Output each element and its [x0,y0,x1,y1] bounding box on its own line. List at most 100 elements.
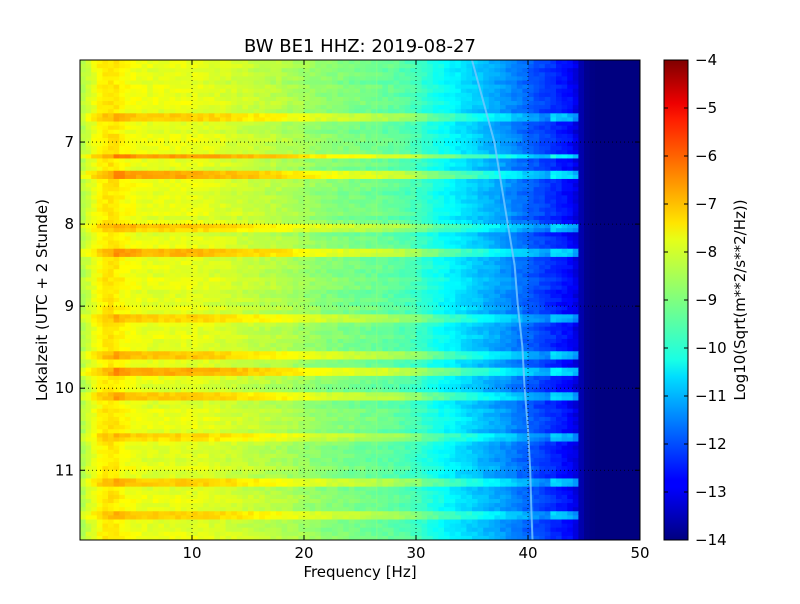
heatmap-cell [623,191,630,196]
heatmap-cell [500,232,507,238]
heatmap-cell [337,154,344,160]
heatmap-cell [332,88,339,94]
heatmap-cell [500,174,507,180]
heatmap-cell [220,228,227,233]
heatmap-cell [169,76,176,82]
heatmap-cell [388,240,395,246]
heatmap-cell [343,248,350,254]
heatmap-cell [421,162,428,168]
heatmap-cell [147,240,154,246]
heatmap-cell [539,256,546,262]
heatmap-cell [332,133,339,139]
heatmap-cell [572,133,579,139]
heatmap-cell [276,224,283,229]
heatmap-cell [91,261,98,266]
heatmap-cell [119,252,126,258]
heatmap-cell [348,137,355,143]
heatmap-cell [276,72,283,78]
heatmap-cell [248,117,255,123]
heatmap-cell [438,224,445,229]
heatmap-cell [124,154,131,160]
heatmap-cell [197,195,204,201]
heatmap-cell [130,154,137,160]
heatmap-cell [623,158,630,164]
heatmap-cell [472,125,479,131]
heatmap-cell [606,68,613,73]
heatmap-cell [236,240,243,246]
heatmap-cell [332,84,339,90]
heatmap-cell [376,215,383,221]
heatmap-cell [130,117,137,123]
heatmap-cell [634,146,640,151]
heatmap-cell [298,137,305,143]
heatmap-cell [208,244,215,250]
heatmap-cell [96,133,103,139]
heatmap-cell [589,125,596,131]
heatmap-cell [253,199,260,205]
heatmap-cell [85,84,92,90]
heatmap-cell [472,84,479,90]
heatmap-cell [360,191,367,196]
heatmap-cell [438,158,445,164]
heatmap-cell [309,162,316,168]
heatmap-cell [600,256,607,262]
heatmap-cell [130,121,137,127]
heatmap-cell [567,240,574,246]
heatmap-cell [281,207,288,213]
heatmap-cell [169,109,176,114]
heatmap-cell [589,170,596,176]
heatmap-cell [550,80,557,86]
heatmap-cell [533,256,540,262]
heatmap-cell [365,92,372,98]
heatmap-cell [304,244,311,250]
heatmap-cell [371,240,378,246]
heatmap-cell [421,183,428,188]
heatmap-cell [382,203,389,209]
heatmap-cell [96,76,103,82]
heatmap-cell [287,101,294,106]
heatmap-cell [343,183,350,188]
heatmap-cell [326,150,333,155]
heatmap-cell [550,191,557,196]
heatmap-cell [304,203,311,209]
heatmap-cell [220,150,227,155]
heatmap-cell [102,211,109,217]
heatmap-cell [544,256,551,262]
heatmap-cell [623,68,630,73]
heatmap-cell [533,203,540,209]
heatmap-cell [612,170,619,176]
heatmap-cell [208,232,215,238]
heatmap-cell [248,228,255,233]
heatmap-cell [175,72,182,78]
heatmap-cell [410,220,417,225]
heatmap-cell [326,166,333,172]
heatmap-cell [80,187,87,192]
heatmap-cell [600,101,607,106]
heatmap-cell [455,72,462,78]
heatmap-cell [343,252,350,258]
heatmap-cell [298,191,305,196]
heatmap-cell [320,68,327,73]
heatmap-cell [606,129,613,135]
heatmap-cell [248,113,255,119]
heatmap-cell [500,105,507,110]
heatmap-cell [253,154,260,160]
heatmap-cell [432,84,439,90]
heatmap-cell [270,137,277,143]
heatmap-cell [460,150,467,155]
heatmap-cell [505,88,512,94]
heatmap-cell [606,244,613,250]
heatmap-cell [214,96,221,102]
heatmap-cell [113,191,120,196]
heatmap-cell [578,92,585,98]
heatmap-cell [124,101,131,106]
heatmap-cell [528,125,535,131]
heatmap-cell [203,72,210,78]
heatmap-cell [382,183,389,188]
heatmap-cell [623,76,630,82]
heatmap-cell [158,187,165,192]
heatmap-cell [141,109,148,114]
heatmap-cell [203,207,210,213]
heatmap-cell [539,88,546,94]
heatmap-cell [589,261,596,266]
